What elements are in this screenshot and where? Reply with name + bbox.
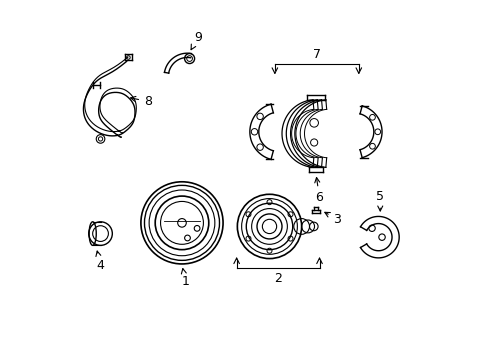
- Text: 6: 6: [314, 177, 323, 204]
- Text: 9: 9: [191, 31, 202, 50]
- Text: 4: 4: [96, 251, 104, 271]
- Text: 8: 8: [130, 95, 152, 108]
- Text: 5: 5: [375, 190, 384, 211]
- Text: 7: 7: [312, 49, 320, 62]
- Text: 1: 1: [181, 269, 189, 288]
- Text: 2: 2: [274, 272, 282, 285]
- Text: 3: 3: [324, 212, 341, 226]
